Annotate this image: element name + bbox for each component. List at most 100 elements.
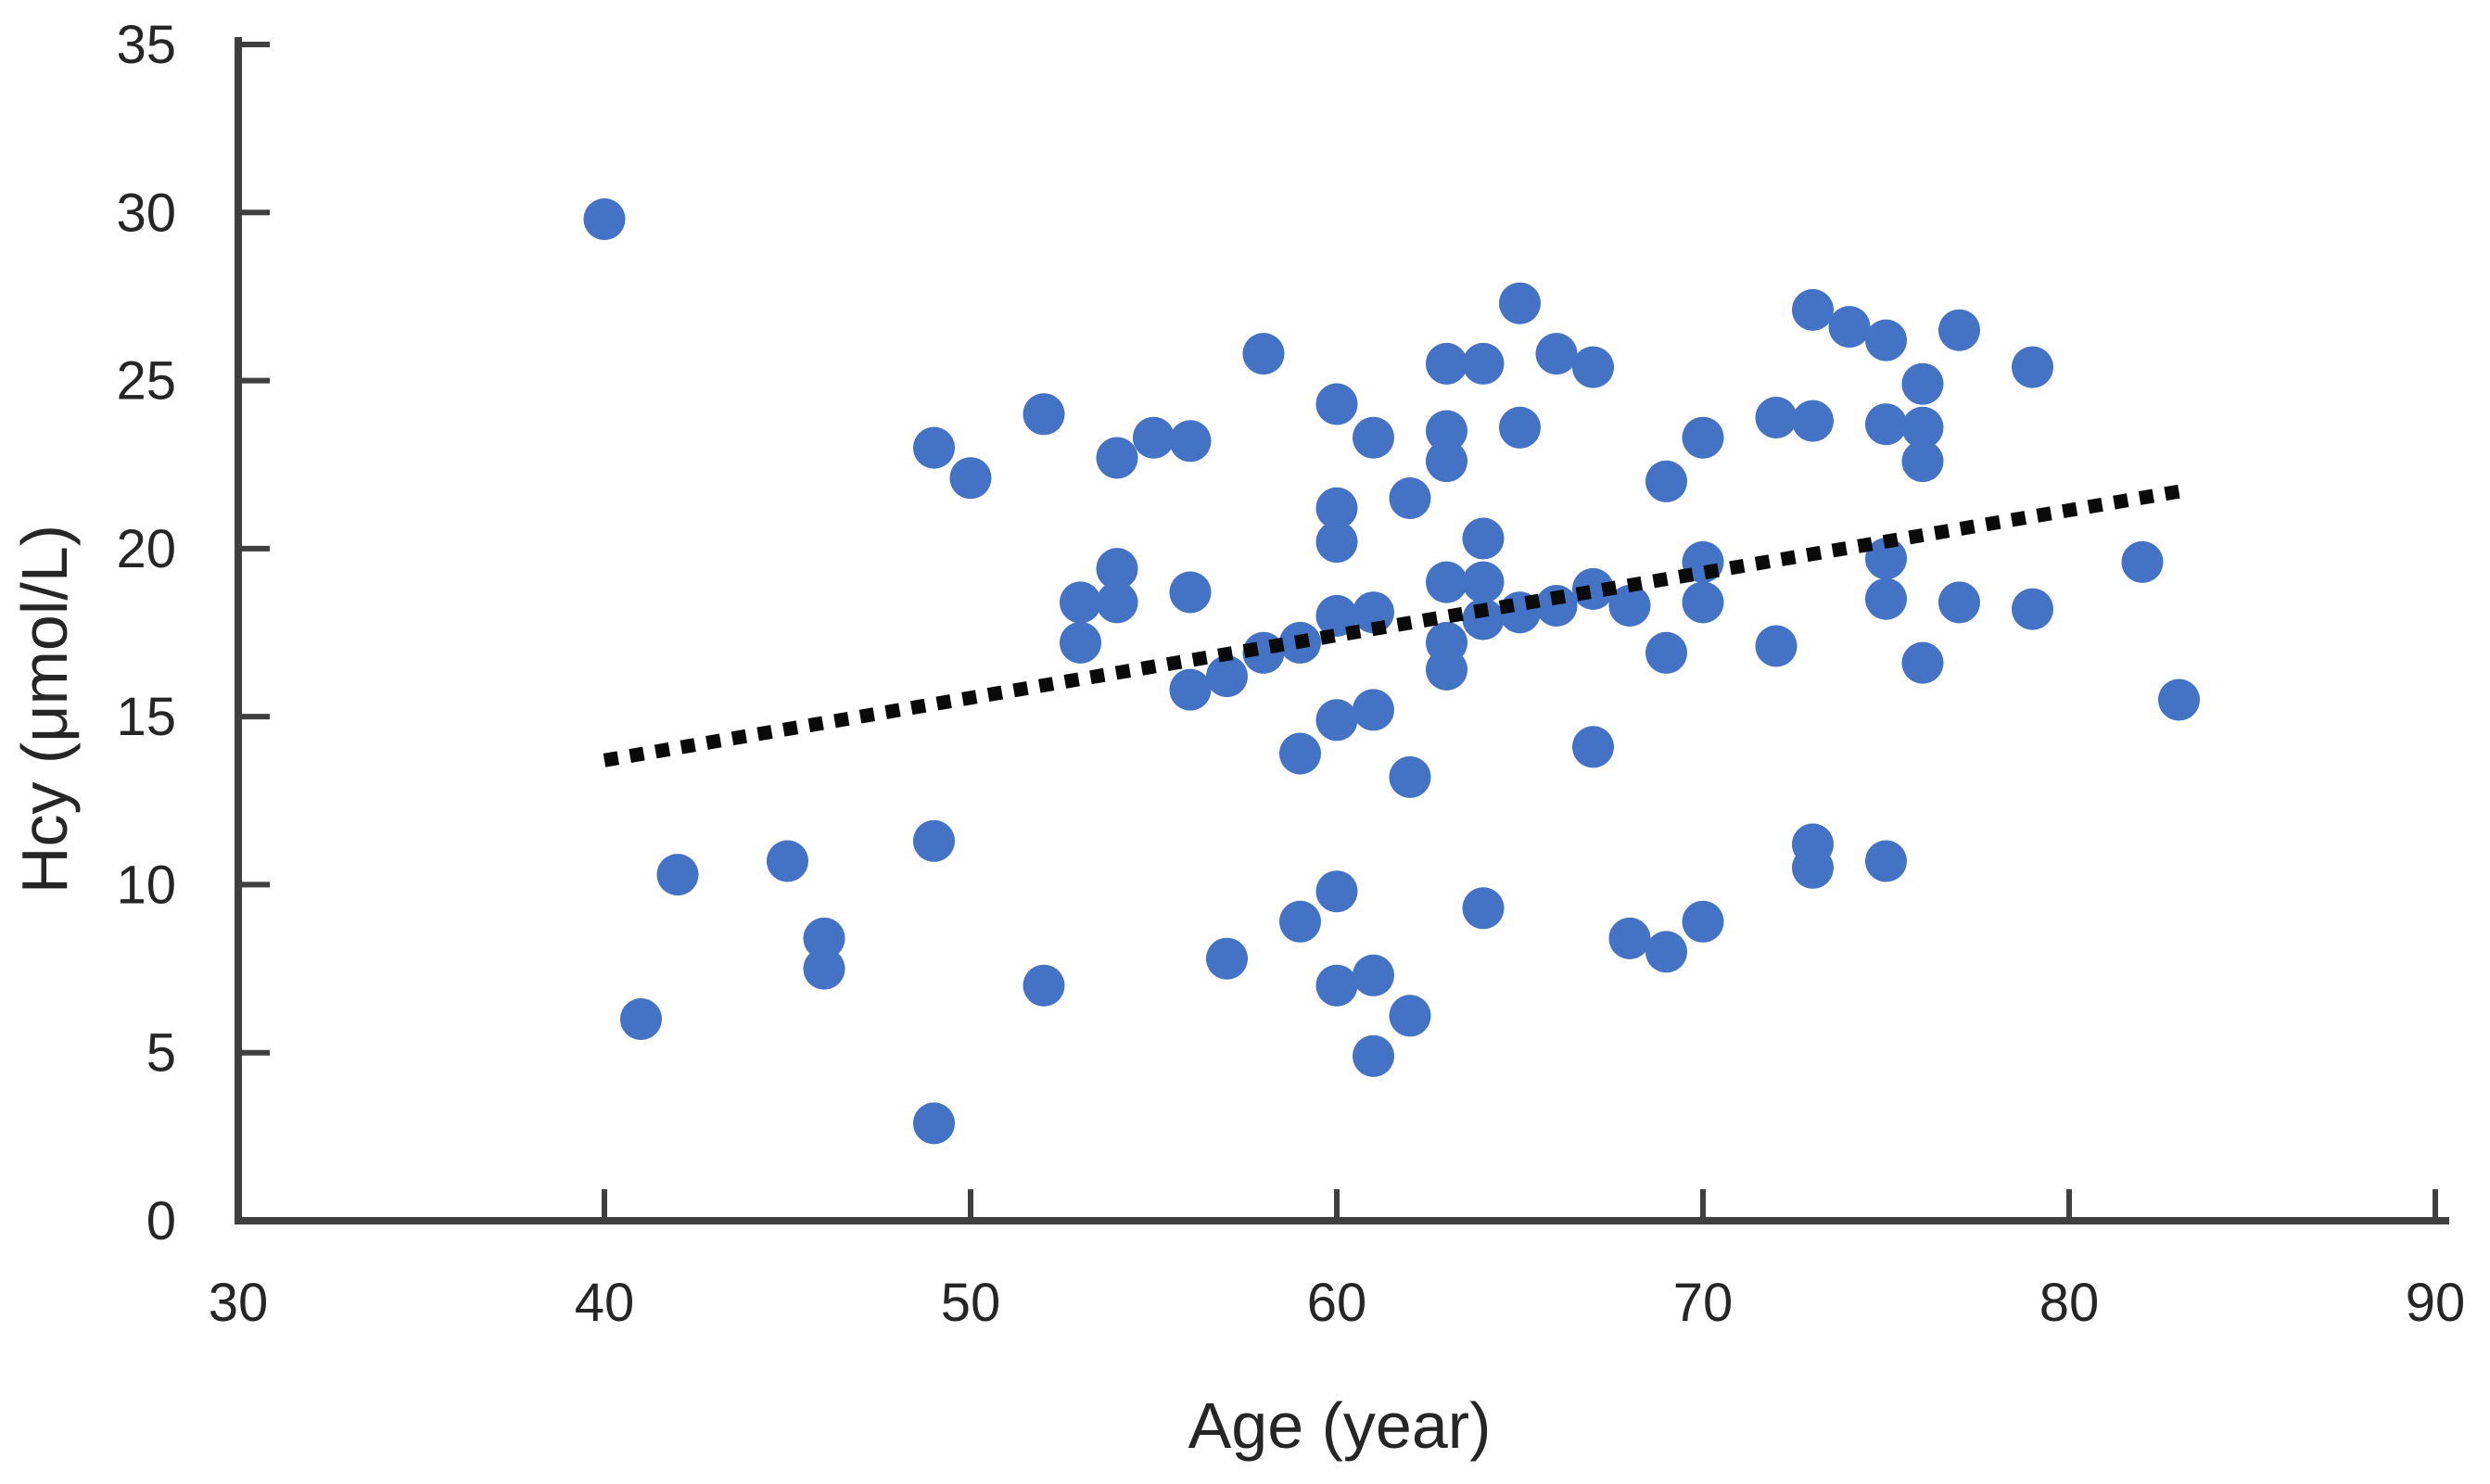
scatter-point xyxy=(767,840,808,882)
scatter-point xyxy=(1901,406,1944,449)
scatter-point xyxy=(1353,689,1394,731)
scatter-point xyxy=(1279,732,1321,775)
scatter-point xyxy=(2121,540,2164,583)
scatter-point xyxy=(2158,679,2200,721)
x-axis-ticks: 30 40 50 60 70 80 90 xyxy=(209,1189,2466,1333)
scatter-point xyxy=(1426,440,1467,483)
scatter-point xyxy=(1389,995,1431,1037)
scatter-point xyxy=(913,1102,955,1145)
scatter-point xyxy=(583,198,626,240)
y-tick-label: 30 xyxy=(116,183,176,243)
x-tick-label: 60 xyxy=(1307,1273,1367,1333)
scatter-point xyxy=(1755,625,1798,667)
scatter-point xyxy=(1206,655,1248,698)
scatter-point xyxy=(1169,420,1212,463)
trendline-dotted xyxy=(603,484,2180,767)
scatter-point xyxy=(1792,288,1834,331)
scatter-point xyxy=(1755,397,1798,438)
scatter-point xyxy=(1901,440,1944,483)
y-tick-label: 0 xyxy=(146,1191,176,1251)
scatter-point xyxy=(1645,631,1687,674)
scatter-point xyxy=(1792,400,1834,442)
scatter-point xyxy=(620,998,662,1040)
scatter-point xyxy=(1462,598,1505,641)
scatter-point xyxy=(1462,517,1505,560)
scatter-point xyxy=(1096,548,1138,590)
scatter-point xyxy=(1353,416,1394,459)
scatter-point xyxy=(803,947,845,990)
scatter-point xyxy=(1426,561,1467,603)
scatter-point xyxy=(1499,406,1541,449)
scatter-point xyxy=(1682,416,1724,459)
scatter-point xyxy=(1426,410,1467,452)
scatter-point xyxy=(1426,342,1467,385)
y-tick-label: 5 xyxy=(146,1023,176,1084)
scatter-point xyxy=(1315,521,1358,564)
scatter-point xyxy=(1572,726,1614,768)
scatter-point xyxy=(1315,594,1358,637)
scatter-point xyxy=(803,917,845,959)
y-tick-label: 10 xyxy=(116,855,176,915)
scatter-point xyxy=(1608,585,1651,627)
scatter-point xyxy=(1572,346,1614,388)
scatter-point xyxy=(1938,581,1980,624)
scatter-point xyxy=(2012,588,2053,630)
scatter-point xyxy=(913,426,955,469)
scatter-point xyxy=(1315,699,1358,742)
scatter-point xyxy=(1901,641,1944,684)
scatter-points xyxy=(583,198,2200,1145)
scatter-point xyxy=(1462,887,1505,930)
x-tick-label: 80 xyxy=(2039,1273,2100,1333)
scatter-point xyxy=(1389,755,1431,798)
scatter-point xyxy=(1315,487,1358,529)
scatter-point xyxy=(1608,917,1651,959)
scatter-point xyxy=(1169,571,1212,614)
scatter-point xyxy=(1426,648,1467,691)
scatter-point xyxy=(1535,333,1578,375)
y-tick-label: 20 xyxy=(116,519,176,579)
scatter-point xyxy=(1682,900,1724,943)
scatter-point xyxy=(1096,581,1138,624)
scatter-point xyxy=(1865,840,1907,882)
scatter-point xyxy=(1462,561,1505,603)
x-tick-label: 40 xyxy=(575,1273,635,1333)
scatter-point xyxy=(1499,282,1541,324)
scatter-point xyxy=(656,854,699,896)
scatter-point xyxy=(1792,846,1834,889)
scatter-point xyxy=(1865,577,1907,620)
scatter-point xyxy=(1315,383,1358,425)
scatter-point xyxy=(1023,393,1065,436)
scatter-point xyxy=(1389,477,1431,519)
scatter-point xyxy=(2012,346,2053,388)
scatter-point xyxy=(1645,931,1687,973)
scatter-point xyxy=(1279,900,1321,943)
x-tick-label: 30 xyxy=(209,1273,269,1333)
scatter-point xyxy=(1865,403,1907,446)
scatter-point xyxy=(1462,342,1505,385)
scatter-point xyxy=(1060,621,1101,664)
scatter-point xyxy=(1645,460,1687,502)
scatter-point xyxy=(1206,937,1248,980)
scatter-point xyxy=(1865,538,1907,580)
scatter-point xyxy=(1938,309,1980,351)
scatter-point xyxy=(1901,362,1944,405)
scatter-point xyxy=(1023,964,1065,1007)
scatter-point xyxy=(1828,306,1871,349)
scatter-point xyxy=(1535,585,1578,627)
scatter-point xyxy=(1353,1034,1394,1077)
scatter-point xyxy=(913,819,955,862)
y-tick-label: 35 xyxy=(116,15,176,75)
scatter-point xyxy=(1865,319,1907,361)
scatter-point xyxy=(1682,581,1724,624)
x-tick-label: 50 xyxy=(941,1273,1001,1333)
y-axis-title: Hcy (μmol/L) xyxy=(8,525,81,894)
scatter-point xyxy=(1169,668,1212,711)
scatter-point xyxy=(1315,870,1358,913)
scatter-point xyxy=(1133,416,1175,459)
scatter-point xyxy=(1353,954,1394,996)
x-axis-title: Age (year) xyxy=(1188,1389,1492,1462)
x-tick-label: 90 xyxy=(2406,1273,2466,1333)
y-tick-label: 15 xyxy=(116,687,176,747)
